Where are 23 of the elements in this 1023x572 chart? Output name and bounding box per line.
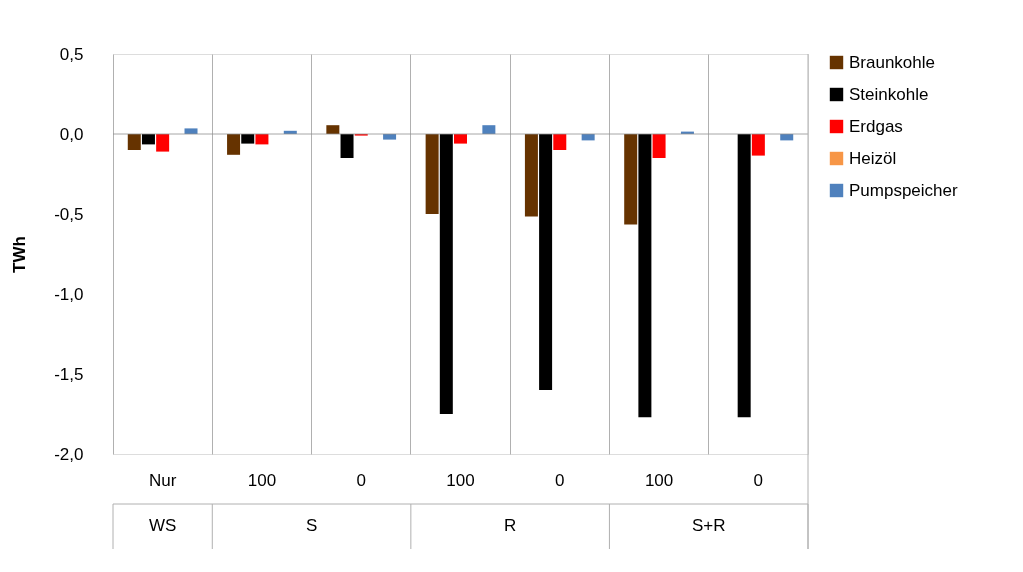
text: WS (148, 516, 177, 535)
x-tick-label: 100 (247, 470, 277, 490)
text: R (504, 516, 517, 535)
y-tick-label: -2,0 (54, 444, 84, 464)
legend-label: Pumpspeicher (849, 180, 958, 200)
x-tick-label: 100 (644, 470, 674, 490)
y-tick-label: 0,5 (59, 44, 84, 64)
legend-label: Heizöl (849, 148, 897, 168)
x-tick-label: 0 (753, 470, 764, 490)
y-tick-label: 0,0 (59, 124, 84, 144)
x-tick-label: 100 (446, 470, 475, 490)
x-tick-label: 0 (356, 470, 366, 490)
y-tick-label: -1,0 (54, 284, 84, 304)
y-tick-label: -0,5 (54, 204, 84, 224)
legend-label: Erdgas (849, 116, 903, 136)
x-tick-label: Nur (148, 470, 177, 490)
text: S (305, 516, 318, 535)
y-tick-label: -1,5 (54, 364, 84, 384)
legend-label: Steinkohle (849, 84, 929, 104)
text: S+R (691, 516, 726, 535)
x-tick-label: 0 (555, 470, 565, 490)
legend-label: Braunkohle (849, 52, 936, 72)
y-axis-title: TWh (10, 236, 30, 273)
